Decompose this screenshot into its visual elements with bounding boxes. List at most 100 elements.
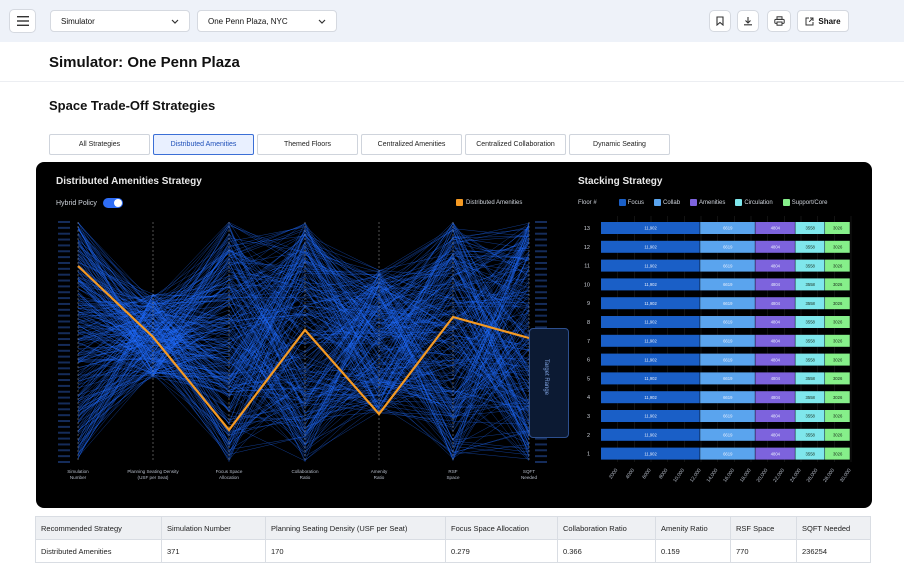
stack-bar-segment [825,297,850,310]
axis-tick-mark [58,461,70,463]
axis-tick-mark [535,455,547,458]
stack-bar-label: 3026 [833,301,843,306]
stack-bar-segment [700,259,755,272]
legend-item-support-core: Support/Core [782,199,827,206]
stack-bar-label: 3026 [833,357,843,362]
module-select[interactable]: Simulator [50,10,190,32]
axis-tick-mark [535,221,547,223]
hybrid-policy-label: Hybrid Policy [56,199,97,207]
stack-bar-segment [795,391,825,404]
stack-bar-segment [825,278,850,291]
stack-bar-segment [755,372,795,385]
download-button[interactable] [737,10,759,32]
table-header-row: Recommended Strategy Simulation Number P… [35,516,871,540]
table-header-cell: Simulation Number [161,516,266,540]
tab-all-strategies[interactable]: All Strategies [49,134,150,155]
x-tick-label: 22,000 [772,468,786,484]
parallel-coordinates-chart: Simulation Number Planning Seating Density… [58,221,547,480]
stack-bar-label: 3558 [806,226,816,231]
stack-bar-label: 3026 [833,414,843,419]
tab-dynamic-seating[interactable]: Dynamic Seating [569,134,670,155]
chevron-down-icon [171,19,179,24]
axis-tick-mark [535,232,547,235]
axis-tick-mark [58,320,70,323]
axis-tick-mark [58,279,70,282]
floor-tick-label: 5 [587,376,590,382]
parallel-lines-group [77,221,530,463]
stack-bar-segment [795,259,825,272]
axis-tick-mark [535,256,547,259]
bookmark-icon [716,16,724,26]
tab-centralized-collaboration[interactable]: Centralized Collaboration [465,134,566,155]
table-row[interactable]: Distributed Amenities 371 170 0.279 0.36… [35,539,871,563]
axis-tick-mark [58,420,70,423]
stack-bar-label: 4804 [771,414,781,419]
x-tick-label: 10,000 [672,468,686,484]
stack-bar-label: 6619 [723,451,733,456]
stack-bar-segment [601,447,700,460]
axis-tick-mark [58,267,70,270]
legend-swatch-focus [618,199,626,206]
axis-tick-mark [58,390,70,393]
legend-item-circulation: Circulation [735,199,773,206]
summary-table: Recommended Strategy Simulation Number P… [35,516,871,563]
stack-bar-segment [601,428,700,441]
stack-bar-label: 6619 [723,414,733,419]
share-icon [805,17,814,25]
stack-bar-segment [825,353,850,366]
axis-tick-mark [58,221,70,223]
stack-bar-label: 3558 [806,301,816,306]
stack-bar-segment [825,316,850,328]
stack-bar-segment [795,240,825,253]
stack-bar-segment [601,297,700,310]
print-button[interactable] [767,10,791,32]
legend-label-focus: Focus [627,199,645,206]
stacking-chart-title: Stacking Strategy [578,176,663,187]
table-header-cell: SQFT Needed [796,516,871,540]
bookmark-button[interactable] [709,10,731,32]
legend-label-collab: Collab [663,199,681,206]
stack-bar-segment [795,372,825,385]
axis-tick-mark [535,443,547,446]
stack-bar-segment [601,353,700,366]
parallel-line [77,227,530,444]
menu-button[interactable] [9,9,36,33]
axis-tick-mark [535,326,547,329]
floor-axis-label: Floor # [578,199,597,206]
stack-bar-label: 6619 [723,245,733,250]
stack-bar-label: 3558 [806,339,816,344]
building-select[interactable]: One Penn Plaza, NYC [197,10,337,32]
hybrid-policy-toggle[interactable] [102,198,123,208]
axis-tick-mark [535,308,547,311]
parallel-chart-title: Distributed Amenities Strategy [56,176,202,187]
legend-label-distributed-amenities: Distributed Amenities [466,199,523,206]
table-header-cell: Planning Seating Density (USF per Seat) [265,516,446,540]
axis-tick-mark [58,250,70,253]
legend-item-collab: Collab [654,199,680,206]
menu-icon [16,16,29,26]
stack-bar-segment [755,316,795,328]
axis-tick-mark [58,425,70,428]
stack-bar-label: 11,902 [644,414,657,419]
axis-tick-mark [58,302,70,305]
stack-bar-label: 4804 [771,395,781,400]
share-button[interactable]: Share [797,10,849,32]
legend-label-circulation: Circulation [744,199,773,206]
stack-bar-label: 11,902 [644,339,657,344]
stack-bar-segment [795,316,825,328]
axis-tick-mark [535,461,547,463]
x-tick-label: 8000 [658,468,669,481]
axis-tick-mark [58,256,70,259]
stack-bar-label: 11,902 [644,301,657,306]
stack-bar-label: 3558 [806,395,816,400]
table-cell: 371 [161,539,266,563]
tab-distributed-amenities[interactable]: Distributed Amenities [153,134,254,155]
stack-bar-segment [601,222,700,234]
stack-bar-segment [825,240,850,253]
stack-bar-label: 3558 [806,320,816,325]
stack-bar-label: 11,902 [644,357,657,362]
tab-themed-floors[interactable]: Themed Floors [257,134,358,155]
tab-centralized-amenities[interactable]: Centralized Amenities [361,134,462,155]
stack-bar-segment [700,410,755,422]
axis-tick-mark [58,338,70,341]
